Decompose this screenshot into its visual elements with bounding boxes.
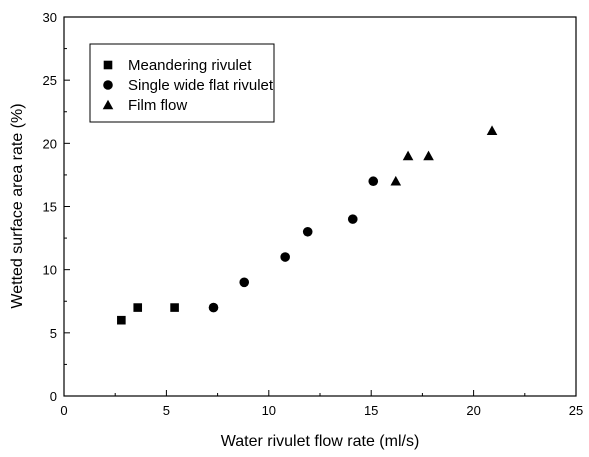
x-tick-label: 20 bbox=[466, 403, 480, 418]
data-point-circle bbox=[368, 176, 379, 187]
data-point-triangle bbox=[402, 150, 414, 161]
data-point-square bbox=[133, 303, 143, 312]
legend-label: Film flow bbox=[128, 97, 187, 114]
data-point-circle bbox=[302, 226, 313, 237]
legend-marker-triangle bbox=[102, 99, 114, 110]
y-tick-label: 20 bbox=[43, 136, 57, 151]
x-tick-label: 10 bbox=[262, 403, 276, 418]
data-points bbox=[117, 125, 498, 325]
x-tick-label: 15 bbox=[364, 403, 378, 418]
data-point-triangle bbox=[423, 150, 434, 161]
data-point-square bbox=[117, 315, 126, 325]
y-axis-label: Wetted surface area rate (%) bbox=[9, 103, 26, 308]
data-point-circle bbox=[347, 214, 358, 224]
y-tick-label: 10 bbox=[43, 263, 57, 278]
legend-marker-circle bbox=[103, 80, 113, 90]
data-point-circle bbox=[208, 302, 219, 313]
axis-ticks: 0 5 10 15 20 25 0 5 10 15 20 25 30 bbox=[43, 10, 584, 418]
data-point-square bbox=[170, 303, 179, 312]
y-tick-label: 25 bbox=[43, 73, 57, 88]
data-point-triangle bbox=[486, 125, 498, 135]
legend-box bbox=[89, 43, 275, 123]
y-tick-label: 5 bbox=[50, 326, 57, 341]
data-point-triangle bbox=[390, 175, 402, 186]
x-tick-label: 25 bbox=[569, 403, 583, 418]
data-point-circle bbox=[280, 252, 290, 262]
x-tick-label: 5 bbox=[163, 403, 170, 418]
x-tick-label: 0 bbox=[60, 403, 67, 418]
y-tick-label: 30 bbox=[43, 10, 57, 25]
legend: Meandering rivulet Single wide flat rivul… bbox=[89, 43, 275, 123]
y-tick-label: 0 bbox=[50, 389, 57, 404]
x-axis-label: Water rivulet flow rate (ml/s) bbox=[221, 433, 420, 450]
legend-label: Single wide flat rivulet bbox=[128, 77, 274, 94]
legend-label: Meandering rivulet bbox=[128, 57, 252, 74]
data-point-circle bbox=[239, 277, 250, 288]
y-tick-label: 15 bbox=[43, 200, 57, 215]
legend-marker-square bbox=[103, 60, 113, 70]
